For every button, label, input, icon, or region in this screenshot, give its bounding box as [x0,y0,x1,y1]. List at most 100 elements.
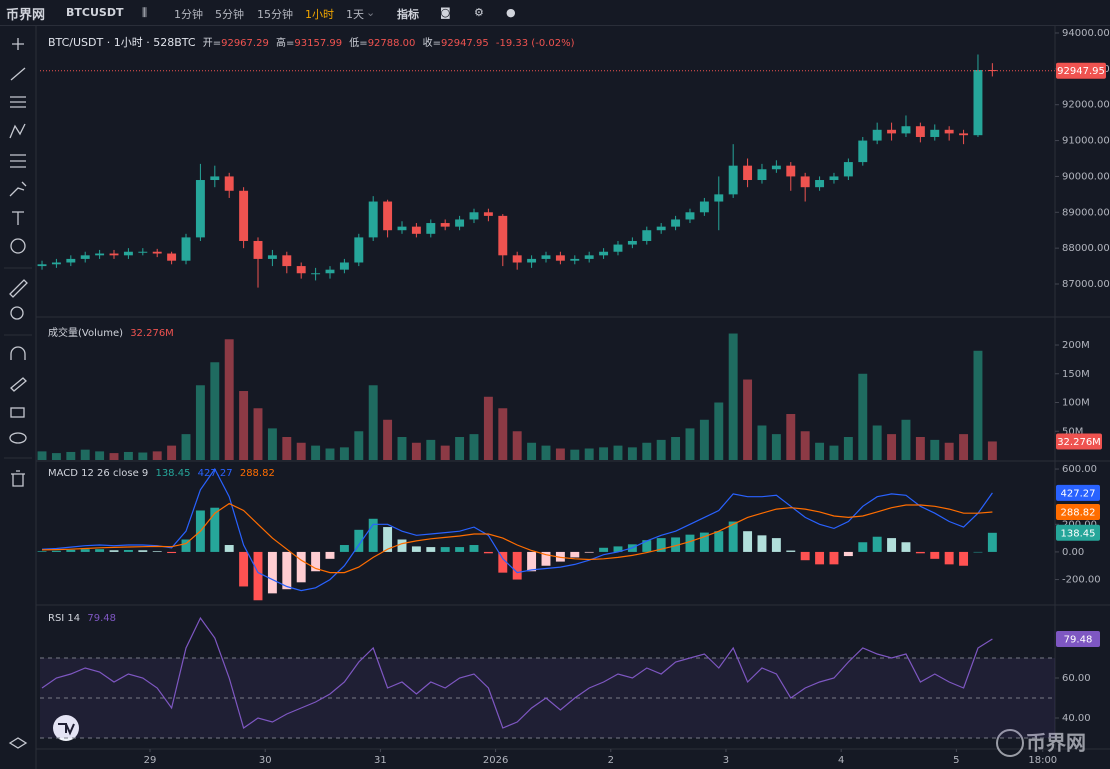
volume-bar [239,391,249,460]
volume-bar [930,439,940,460]
pane-title: 成交量(Volume) [48,328,123,339]
candle-body [829,176,839,181]
macd-histogram [167,551,177,554]
volume-bar [210,362,220,460]
chart-type-icon[interactable]: ⫼ [142,6,148,19]
interval-dropdown[interactable]: ⌄ [366,6,376,19]
watermark-text: 币界网 [1026,731,1086,755]
macd-histogram [311,551,321,572]
macd-histogram [671,537,681,552]
lock-tool[interactable] [10,407,25,418]
macd-histogram [109,550,119,552]
macd-histogram [325,551,335,559]
interval[interactable]: 1小时 [305,8,334,21]
candle-body [483,212,493,216]
volume-bar [959,434,969,460]
magnet-tool[interactable] [10,346,26,360]
indicators-button[interactable]: 指标 [397,8,419,21]
macd-histogram [771,538,781,552]
volume-bar [267,428,277,460]
volume-bar [109,453,119,460]
brush-tool[interactable] [9,181,27,197]
volume-bar [728,333,738,460]
x-tick-label: 18:00 [1028,755,1057,766]
pane-title: MACD 12 26 close 9 [48,468,149,479]
candle-body [426,223,436,234]
candle-body [527,258,537,263]
interval[interactable]: 1天 [346,8,364,21]
candle-body [944,129,954,134]
candle-body [282,255,292,267]
interval[interactable]: 15分钟 [257,8,293,21]
value-badge [1056,62,1106,79]
value-badge [1056,433,1102,450]
ohlc-label: 收= [422,38,441,49]
candle-body [469,212,479,220]
candle-body [123,251,133,256]
candle-body [887,129,897,134]
candle-body [167,253,177,261]
volume-bar [483,396,493,460]
candle-body [714,194,724,202]
candle-body [354,237,364,263]
y-tick-label: 150M [1062,369,1090,380]
text-tool[interactable] [12,211,24,225]
candle-body [440,223,450,227]
macd-histogram [987,532,997,552]
macd-histogram [426,547,436,552]
candle-body [411,226,421,234]
volume-bar [944,442,954,460]
legend-value: 288.82 [239,468,275,479]
volume-bar [699,419,709,460]
macd-histogram [411,546,421,552]
candle-body [771,165,781,170]
macd-histogram [267,551,277,594]
interval[interactable]: 5分钟 [215,8,244,21]
avatar-icon[interactable]: ● [506,6,516,19]
candle-body [51,262,61,265]
interval[interactable]: 1分钟 [174,8,203,21]
volume-bar [325,448,335,460]
symbol[interactable]: BTCUSDT [66,6,124,19]
macd-histogram [584,551,594,553]
volume-bar [714,402,724,460]
macd-histogram [815,551,825,565]
x-tick-label: 3 [723,755,729,766]
macd-histogram [51,550,61,552]
pattern-tool[interactable] [9,123,26,139]
settings-icon[interactable]: ⚙ [474,6,484,19]
fib-tool[interactable] [10,96,26,108]
candle-body [959,133,969,136]
projection-tool[interactable] [10,154,26,168]
macd-histogram [930,551,940,559]
macd-histogram [138,550,148,552]
zoom-tool[interactable] [10,306,24,320]
ohlc-label: 高= [276,38,295,49]
volume-bar [455,437,465,460]
lock-drawing-tool[interactable] [10,377,27,392]
x-tick-label: 30 [259,755,272,766]
layers-tool[interactable] [8,737,28,749]
legend-value: 138.45 [155,468,191,479]
snapshot-icon[interactable]: ◙ [440,6,451,19]
macd-histogram [210,507,220,552]
macd-histogram [685,534,695,552]
visibility-tool[interactable] [9,432,27,444]
line-tool[interactable] [10,67,26,81]
pane-title: RSI 14 [48,613,81,624]
delete-tool[interactable] [11,470,25,487]
candle-body [973,70,983,136]
crosshair-tool[interactable] [12,38,24,50]
emoji-tool[interactable] [10,238,26,254]
tv-logo [53,715,79,741]
measure-tool[interactable] [9,279,28,298]
candle-body [800,176,810,188]
volume-bar [915,437,925,460]
volume-bar [440,445,450,460]
volume-bar [224,339,234,460]
candle-body [152,251,162,254]
macd-histogram [699,532,709,552]
macd-histogram [714,531,724,552]
